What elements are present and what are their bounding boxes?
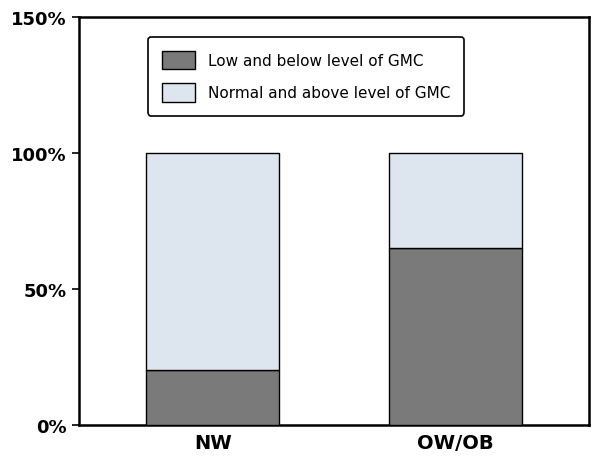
Bar	[389, 154, 522, 249]
Bar	[146, 154, 280, 370]
Bar	[146, 370, 280, 425]
Bar	[389, 249, 522, 425]
Legend: Low and below level of GMC, Normal and above level of GMC: Low and below level of GMC, Normal and a…	[148, 38, 464, 116]
